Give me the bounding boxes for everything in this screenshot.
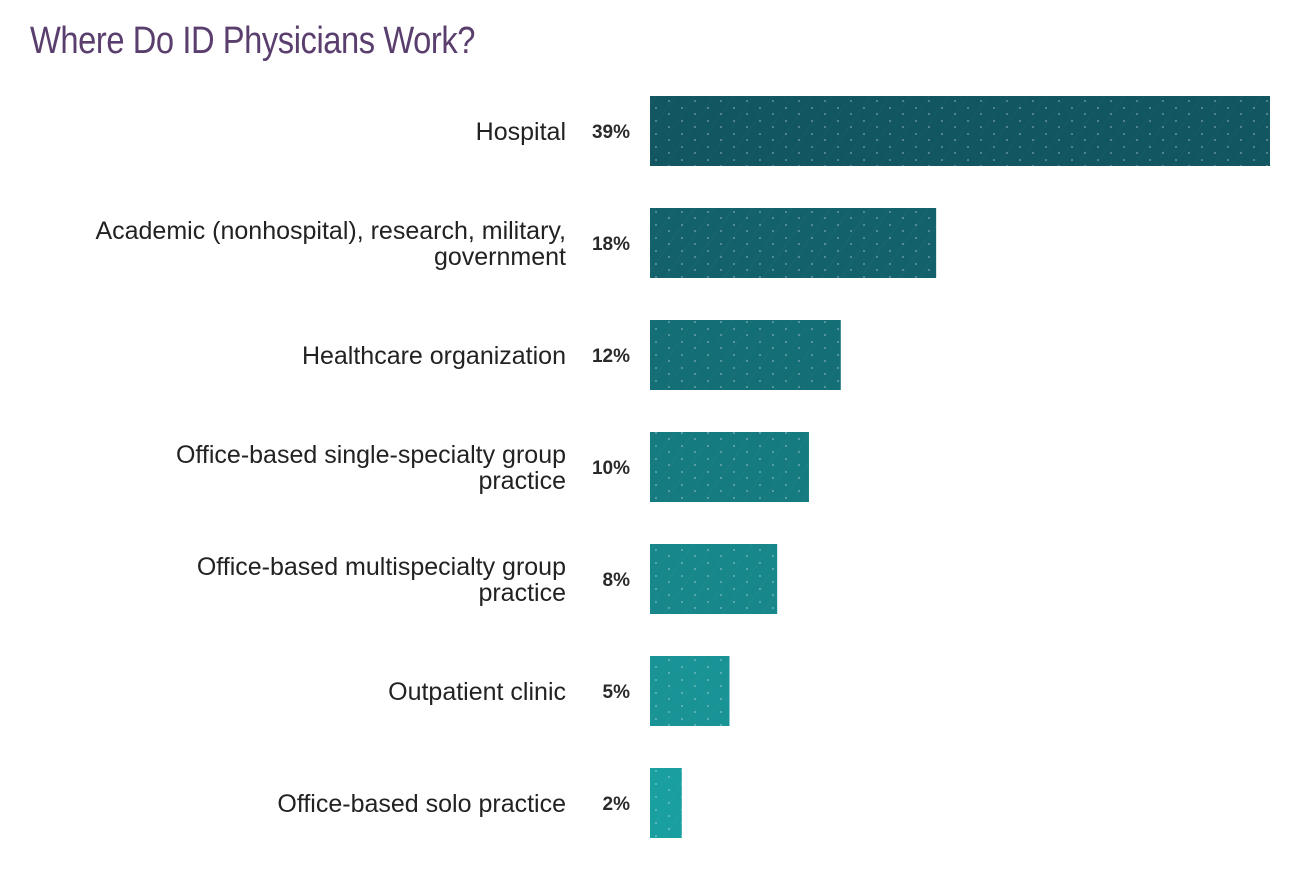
value-label: 8% bbox=[603, 570, 631, 591]
bars-layer: Hospital 39% Academic (nonhospital), resea… bbox=[95, 96, 1270, 838]
value-label: 10% bbox=[592, 458, 630, 479]
category-label: Healthcare organization bbox=[302, 342, 566, 370]
category-label-line: Office-based multispecialty group bbox=[197, 553, 566, 581]
value-label: 39% bbox=[592, 122, 630, 143]
chart-title: Where Do ID Physicians Work? bbox=[30, 20, 476, 62]
category-label-line: practice bbox=[478, 467, 566, 495]
category-label-line: Healthcare organization bbox=[302, 342, 566, 370]
bar-texture bbox=[650, 544, 778, 614]
category-label-line: practice bbox=[478, 579, 566, 607]
bar-texture bbox=[650, 656, 730, 726]
category-label-line: Hospital bbox=[476, 118, 566, 146]
category-label: Office-based single-specialty group pract… bbox=[176, 441, 566, 495]
bar-texture bbox=[650, 768, 682, 838]
category-label: Office-based solo practice bbox=[277, 790, 566, 818]
category-label-line: Office-based solo practice bbox=[277, 790, 566, 818]
bar-texture bbox=[650, 320, 841, 390]
category-label: Office-based multispecialty group practic… bbox=[197, 553, 566, 607]
bar-row: Office-based single-specialty group pract… bbox=[176, 432, 809, 502]
bar-texture bbox=[650, 432, 809, 502]
value-label: 2% bbox=[603, 794, 631, 815]
category-label: Hospital bbox=[476, 118, 566, 146]
bar-row: Office-based solo practice 2% bbox=[277, 768, 682, 838]
category-label: Outpatient clinic bbox=[388, 678, 566, 706]
bar-row: Hospital 39% bbox=[476, 96, 1270, 166]
category-label: Academic (nonhospital), research, milita… bbox=[95, 217, 566, 271]
bar-row: Outpatient clinic 5% bbox=[388, 656, 730, 726]
category-label-line: Academic (nonhospital), research, milita… bbox=[95, 217, 566, 245]
bar-texture bbox=[650, 96, 1270, 166]
bar-row: Academic (nonhospital), research, milita… bbox=[95, 208, 937, 278]
bar-texture bbox=[650, 208, 937, 278]
category-label-line: Outpatient clinic bbox=[388, 678, 566, 706]
value-label: 5% bbox=[603, 682, 631, 703]
category-label-line: Office-based single-specialty group bbox=[176, 441, 566, 469]
bar-row: Healthcare organization 12% bbox=[302, 320, 841, 390]
category-label-line: government bbox=[434, 243, 566, 271]
value-label: 18% bbox=[592, 234, 630, 255]
bar-row: Office-based multispecialty group practic… bbox=[197, 544, 778, 614]
value-label: 12% bbox=[592, 346, 630, 367]
